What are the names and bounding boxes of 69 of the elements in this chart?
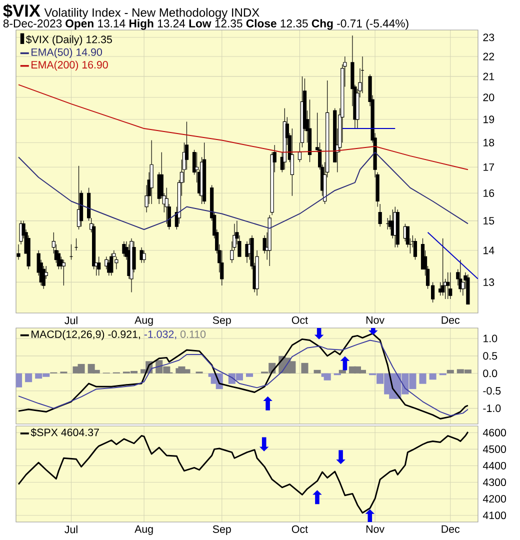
y-tick-label: 20 xyxy=(483,94,494,102)
candlestick xyxy=(413,238,418,260)
y-tick-label: 4200 xyxy=(482,495,506,503)
candlestick xyxy=(448,272,452,300)
y-tick-label: 1.0 xyxy=(484,334,498,342)
bar xyxy=(25,373,32,382)
text: 0.110 xyxy=(180,330,206,338)
chart-title: $VIX xyxy=(3,4,40,18)
bar xyxy=(301,362,308,374)
bar xyxy=(338,370,346,374)
candlestick xyxy=(97,256,101,276)
y-tick-label: 4400 xyxy=(482,462,506,470)
annotation: ⬇ xyxy=(259,437,269,452)
y-tick-label: 4100 xyxy=(482,512,506,520)
annotation: ⬆ xyxy=(312,490,322,504)
x-tick-label: Aug xyxy=(134,525,153,535)
x-tick-label: Aug xyxy=(134,316,153,326)
bar xyxy=(246,373,254,377)
y-tick-label: 21 xyxy=(483,72,494,80)
bar xyxy=(419,373,426,384)
y-tick-label: 15 xyxy=(484,217,494,225)
bar xyxy=(446,370,454,374)
x-tick-label: Oct xyxy=(292,525,308,533)
candlestick xyxy=(142,250,146,264)
annotation: ⬆ xyxy=(263,396,272,410)
bar xyxy=(324,373,331,380)
y-tick-label: -1.0 xyxy=(483,404,501,412)
x-tick-label: Jul xyxy=(64,316,78,324)
line-series xyxy=(18,152,468,230)
y-tick-label: 4500 xyxy=(482,445,506,453)
x-tick-label: Dec xyxy=(442,525,460,533)
x-tick-label: Nov xyxy=(366,525,384,533)
legend-label: EMA(200) 16.90 xyxy=(32,60,108,71)
x-tick-label: Jul xyxy=(64,525,78,534)
chart-subtitle: Volatility Index - New Methodology INDX xyxy=(44,8,260,20)
y-tick-label: 0.0 xyxy=(483,370,498,378)
y-tick-label: 23 xyxy=(483,34,494,42)
text: Open 13.14 High 13.24 Low 12.35 Close 12.35 Chg -0.71 (-5.44%) xyxy=(66,19,408,30)
y-tick-label: -0.5 xyxy=(483,387,501,395)
y-tick-label: 14 xyxy=(484,246,494,254)
y-tick-label: 13 xyxy=(484,278,494,286)
bar xyxy=(16,373,22,388)
y-tick-label: 22 xyxy=(483,52,494,60)
x-tick-label: Oct xyxy=(292,316,308,324)
x-tick-label: Sep xyxy=(212,525,231,536)
text: 8-Dec-2023 xyxy=(3,19,62,28)
y-tick-label: 18 xyxy=(484,138,494,146)
series-label: -1.032, xyxy=(144,330,176,340)
candlestick xyxy=(446,272,450,300)
legend-label: $VIX (Daily) 12.35 xyxy=(26,35,112,46)
y-tick-label: 19 xyxy=(484,116,494,124)
annotation: ⬇ xyxy=(336,450,346,464)
y-tick-label: 4300 xyxy=(482,478,506,486)
y-tick-label: 4600 xyxy=(482,428,506,436)
annotation: ⬆ xyxy=(340,356,350,370)
legend-label: $SPX 4604.37 xyxy=(30,428,99,437)
bar xyxy=(314,370,321,374)
candlestick xyxy=(16,244,20,260)
x-tick-label: Dec xyxy=(442,316,460,324)
candlestick xyxy=(441,238,445,296)
legend-label: MACD(12,26,9) -0.921, xyxy=(32,330,140,340)
y-tick-label: 17 xyxy=(484,163,494,171)
candlestick xyxy=(62,259,66,286)
bar xyxy=(429,373,436,380)
y-tick-label: 16 xyxy=(484,189,494,197)
legend-label: EMA(50) 14.90 xyxy=(32,48,102,58)
line-series xyxy=(18,84,468,170)
y-tick-label: 0.5 xyxy=(483,352,498,360)
x-tick-label: Sep xyxy=(212,316,231,326)
